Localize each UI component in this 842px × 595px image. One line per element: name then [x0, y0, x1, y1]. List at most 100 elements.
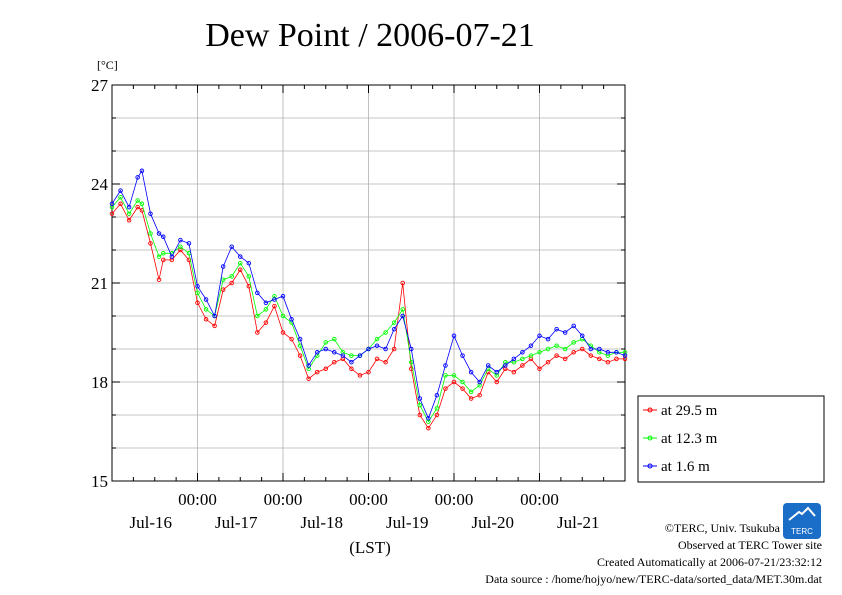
- data-point: [186, 257, 192, 263]
- data-point: [383, 346, 388, 352]
- data-point: [588, 353, 594, 358]
- data-point: [545, 359, 551, 365]
- data-point: [306, 376, 311, 381]
- data-point: [357, 373, 363, 378]
- legend-swatch-marker: [647, 407, 653, 413]
- data-point: [332, 350, 337, 355]
- data-point: [374, 343, 380, 348]
- data-point: [349, 359, 354, 365]
- data-point: [417, 396, 423, 401]
- data-point: [297, 336, 303, 342]
- data-point: [148, 231, 153, 236]
- data-point: [246, 260, 252, 266]
- data-point: [374, 336, 380, 342]
- data-point: [195, 284, 200, 289]
- data-point: [126, 204, 132, 210]
- data-point: [314, 350, 320, 355]
- data-point: [511, 356, 517, 362]
- data-point: [494, 379, 500, 385]
- data-point: [109, 211, 115, 216]
- data-point: [426, 425, 431, 431]
- data-point: [203, 297, 209, 302]
- y-tick-label: 27: [91, 76, 109, 95]
- data-point: [148, 241, 153, 246]
- data-point: [468, 396, 474, 401]
- data-point: [614, 350, 619, 355]
- legend-label: at 29.5 m: [661, 403, 718, 419]
- x-tick-time-label: 00:00: [435, 490, 474, 509]
- data-point: [451, 373, 457, 378]
- data-point: [605, 350, 611, 355]
- data-point: [545, 346, 551, 352]
- data-point: [118, 194, 123, 200]
- data-point: [434, 412, 440, 418]
- data-point: [383, 330, 388, 335]
- data-point: [289, 317, 294, 322]
- data-point: [255, 313, 260, 319]
- chart-title: Dew Point / 2006-07-21: [205, 17, 535, 54]
- data-point: [161, 251, 166, 256]
- x-tick-day-label: Jul-21: [557, 513, 600, 532]
- data-point: [118, 201, 123, 207]
- data-point: [417, 402, 423, 408]
- data-point: [417, 412, 423, 418]
- x-axis-label: (LST): [349, 538, 391, 557]
- data-point: [409, 359, 414, 365]
- axis-ticks: [111, 84, 626, 482]
- site-text: Observed at TERC Tower site: [678, 538, 822, 552]
- data-point: [212, 323, 217, 329]
- x-tick-day-label: Jul-19: [386, 513, 429, 532]
- data-point: [374, 356, 380, 362]
- data-point: [562, 346, 568, 352]
- data-point: [554, 326, 559, 332]
- data-point: [263, 307, 269, 312]
- data-point: [520, 356, 525, 362]
- data-point: [571, 350, 576, 355]
- legend: at 29.5 m at 12.3 m at 1.6 m: [637, 395, 825, 483]
- data-point: [554, 343, 559, 348]
- data-point: [520, 350, 525, 355]
- data-point: [588, 346, 594, 352]
- data-point: [443, 363, 448, 368]
- data-point: [246, 274, 252, 279]
- data-point: [537, 366, 542, 372]
- x-tick-day-label: Jul-18: [301, 513, 344, 532]
- data-point: [485, 363, 491, 368]
- data-point: [220, 277, 226, 282]
- data-point: [195, 300, 200, 306]
- data-point: [229, 244, 234, 249]
- data-point: [212, 313, 217, 319]
- legend-label: at 1.6 m: [661, 459, 710, 475]
- data-point: [306, 363, 311, 368]
- data-point: [597, 346, 602, 352]
- data-point: [139, 168, 145, 174]
- data-point: [237, 254, 243, 259]
- grid-lines: [112, 85, 625, 481]
- data-point: [349, 366, 354, 372]
- data-point: [391, 320, 397, 325]
- data-point: [340, 353, 346, 358]
- data-point: [503, 363, 508, 368]
- data-point: [468, 369, 474, 375]
- data-point: [272, 297, 277, 302]
- data-point: [109, 201, 115, 207]
- data-point: [135, 198, 140, 203]
- data-point: [622, 353, 628, 358]
- data-point: [255, 290, 260, 296]
- data-point: [237, 267, 243, 273]
- y-tick-labels: 15 18 21 24 27: [91, 76, 109, 491]
- data-point: [135, 204, 140, 210]
- x-tick-time-label: 00:00: [520, 490, 559, 509]
- data-point: [289, 336, 294, 342]
- data-point: [528, 343, 534, 348]
- data-point: [263, 300, 269, 306]
- data-point: [460, 379, 465, 385]
- data-point: [562, 330, 568, 335]
- data-point: [203, 307, 209, 312]
- data-point: [460, 386, 465, 391]
- data-point: [434, 406, 440, 411]
- data-point: [323, 366, 329, 372]
- terc-logo: TERC: [783, 503, 821, 539]
- data-point: [323, 346, 329, 352]
- data-point: [580, 346, 585, 352]
